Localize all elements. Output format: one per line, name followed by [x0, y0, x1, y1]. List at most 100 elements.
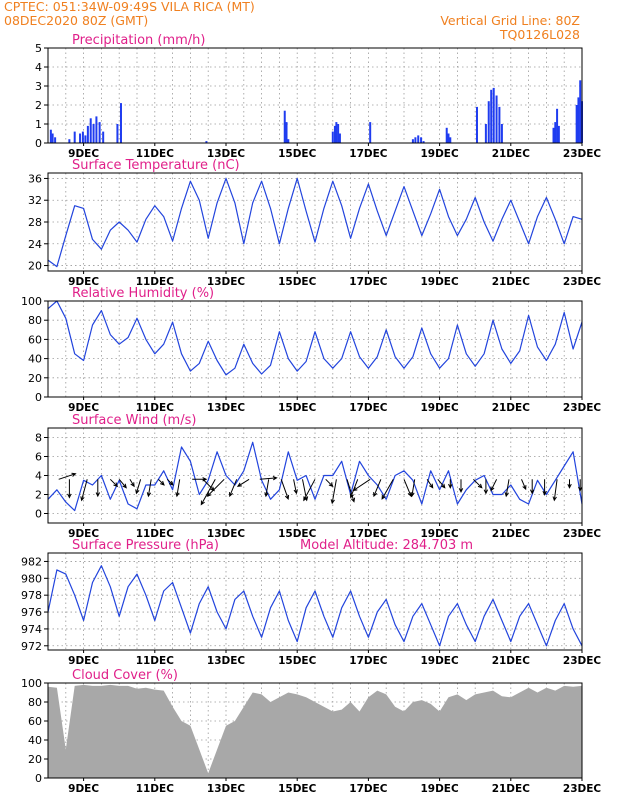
wind-ytick-label: 2 — [35, 489, 42, 502]
humidity-xtick-label: 17DEC — [349, 402, 388, 414]
precipitation-ytick-label: 1 — [35, 118, 42, 131]
wind-ytick-label: 6 — [35, 451, 42, 464]
cloud-cover-ytick-label: 0 — [35, 772, 42, 785]
temperature-xtick-label: 23DEC — [563, 276, 602, 288]
pressure-line — [47, 565, 583, 647]
wind-arrow — [346, 479, 356, 503]
cloud-cover-xtick-label: 23DEC — [563, 783, 602, 795]
precipitation-bar — [557, 125, 560, 143]
temperature-ytick-label: 28 — [28, 216, 42, 229]
precipitation-bar — [335, 122, 338, 143]
precipitation-bar — [577, 97, 580, 143]
humidity-panel: 0 20 40 60 80 100 9DEC 11DEC 13DEC 15DEC 17DEC 19DE… — [21, 286, 601, 414]
cloud-cover-area — [48, 684, 582, 778]
precipitation-bar — [554, 122, 557, 143]
wind-arrow — [426, 479, 434, 489]
precipitation-bar — [447, 133, 450, 143]
precipitation-ytick-label: 0 — [35, 137, 42, 150]
precipitation-bar — [495, 95, 498, 143]
wind-arrow — [95, 479, 101, 498]
humidity-line — [47, 300, 583, 376]
pressure-title: Surface Pressure (hPa) — [72, 538, 219, 553]
cloud-cover-title: Cloud Cover (%) — [72, 668, 178, 683]
temperature-xtick-label: 11DEC — [136, 276, 175, 288]
humidity-xtick-label: 23DEC — [563, 402, 602, 414]
wind-arrow — [542, 479, 547, 496]
wind-xtick-label: 15DEC — [278, 528, 317, 540]
precipitation-bar — [205, 141, 208, 143]
temperature-line — [47, 177, 583, 268]
precipitation-bar — [119, 103, 122, 143]
wind-arrow — [109, 478, 119, 488]
precipitation-bar — [417, 135, 420, 143]
precipitation-bar — [420, 137, 423, 143]
wind-panel: 0 2 4 6 8 9DEC 11DEC 13DEC 15DEC 17DEC 19DEC 21DEC 2… — [35, 413, 601, 540]
temperature-ytick-label: 36 — [28, 172, 42, 185]
precipitation-bar — [79, 133, 82, 143]
wind-title: Surface Wind (m/s) — [72, 413, 196, 428]
wind-arrow — [158, 478, 165, 486]
precipitation-bar — [283, 110, 286, 143]
pressure-ytick-label: 982 — [21, 555, 42, 568]
wind-arrow — [373, 479, 382, 498]
wind-arrow — [200, 479, 216, 506]
header-station: CPTEC: 051:34W-09:49S VILA RICA (MT) — [4, 0, 255, 14]
wind-xtick-label: 23DEC — [563, 528, 602, 540]
cloud-cover-ytick-label: 80 — [28, 696, 42, 709]
pressure-xtick-label: 23DEC — [563, 655, 602, 667]
wind-arrow — [303, 479, 316, 502]
precipitation-ytick-label: 3 — [35, 80, 42, 93]
header-grid-note: Vertical Grid Line: 80Z — [440, 13, 580, 28]
precipitation-bar — [331, 131, 334, 143]
wind-arrow — [458, 479, 464, 494]
wind-ytick-label: 8 — [35, 432, 42, 445]
pressure-annotation: Model Altitude: 284.703 m — [300, 538, 473, 553]
wind-arrow — [437, 478, 446, 489]
pressure-ytick-label: 974 — [21, 623, 42, 636]
precipitation-bar — [287, 139, 290, 143]
cloud-cover-xtick-label: 17DEC — [349, 783, 388, 795]
humidity-title: Relative Humidity (%) — [72, 286, 214, 301]
wind-arrow — [578, 479, 583, 492]
precipitation-bar — [86, 125, 89, 143]
wind-xtick-label: 13DEC — [207, 528, 246, 540]
wind-arrow — [236, 478, 250, 487]
wind-xtick-label: 21DEC — [492, 528, 531, 540]
cloud-cover-ytick-label: 40 — [28, 734, 42, 747]
cloud-cover-ytick-label: 20 — [28, 753, 42, 766]
precipitation-bar — [449, 137, 452, 143]
wind-arrow — [166, 478, 174, 486]
wind-ytick-label: 0 — [35, 508, 42, 521]
wind-arrow — [504, 479, 510, 498]
precipitation-xtick-label: 13DEC — [207, 148, 246, 160]
humidity-xtick-label: 21DEC — [492, 402, 531, 414]
pressure-xtick-label: 13DEC — [207, 655, 246, 667]
wind-arrow — [352, 478, 371, 492]
temperature-xtick-label: 21DEC — [492, 276, 531, 288]
temperature-xtick-label: 17DEC — [349, 276, 388, 288]
precipitation-bar — [490, 89, 493, 143]
cloud-cover-xtick-label: 21DEC — [492, 783, 531, 795]
humidity-xtick-label: 11DEC — [136, 402, 175, 414]
wind-arrow — [410, 479, 416, 498]
precipitation-bar — [338, 133, 341, 143]
precipitation-bar — [575, 105, 578, 143]
wind-arrow — [135, 479, 142, 495]
wind-arrow — [448, 479, 453, 489]
humidity-ytick-label: 100 — [21, 295, 42, 308]
pressure-ytick-label: 980 — [21, 572, 42, 585]
temperature-title: Surface Temperature (nC) — [72, 158, 240, 173]
temperature-xtick-label: 15DEC — [278, 276, 317, 288]
precipitation-xtick-label: 23DEC — [563, 148, 602, 160]
pressure-xtick-label: 19DEC — [420, 655, 459, 667]
wind-arrow — [325, 478, 334, 488]
header-datetime: 08DEC2020 80Z (GMT) — [4, 13, 149, 28]
precipitation-xtick-label: 11DEC — [136, 148, 175, 160]
wind-arrow — [118, 478, 127, 489]
pressure-xtick-label: 17DEC — [349, 655, 388, 667]
precipitation-bar — [445, 127, 448, 143]
humidity-ytick-label: 60 — [28, 333, 42, 346]
precipitation-xtick-label: 19DEC — [420, 148, 459, 160]
cloud-cover-xtick-label: 13DEC — [207, 783, 246, 795]
precipitation-bar — [579, 80, 582, 143]
